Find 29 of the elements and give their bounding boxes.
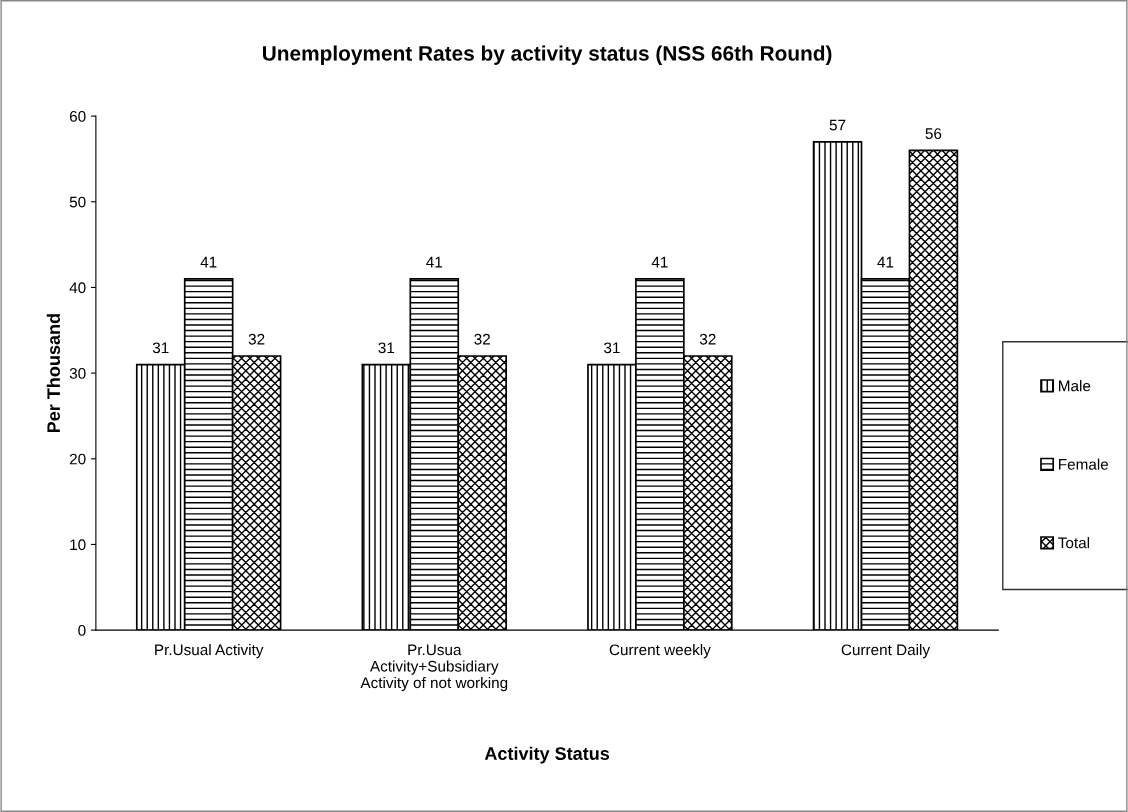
data-label: 32 [248, 333, 265, 345]
data-label: 31 [152, 342, 169, 354]
data-label: 31 [378, 342, 395, 354]
y-tick-label: 40 [69, 282, 86, 294]
y-tick-label: 30 [69, 367, 86, 379]
data-label: 56 [925, 128, 942, 140]
y-tick-label: 60 [69, 110, 86, 122]
x-axis-title: Activity Status [484, 746, 610, 764]
x-tick-label: Pr.Usual Activity [155, 644, 264, 659]
y-tick-label: 20 [69, 453, 86, 465]
data-label: 31 [604, 342, 620, 354]
y-tick-label: 10 [70, 539, 86, 551]
data-label: 41 [426, 256, 443, 268]
y-tick-label: 50 [69, 196, 86, 208]
x-tick-label: Current weekly [609, 644, 711, 659]
x-tick-label: Pr.Usua Activity+Subsidiary Activity of not working [360, 644, 508, 692]
chart-title: Unemployment Rates by activity status (NSS 66th Round) [262, 45, 832, 65]
legend-label: Female [1059, 458, 1109, 470]
x-tick-label: Current Daily [841, 644, 931, 659]
data-label: 41 [200, 256, 217, 268]
legend-label: Male [1059, 380, 1091, 392]
data-label: 32 [474, 333, 490, 345]
data-label: 57 [829, 119, 846, 131]
y-tick-label: 0 [78, 624, 86, 636]
data-label: 41 [651, 256, 668, 268]
data-label: 41 [877, 256, 894, 268]
y-axis-title: Per Thousand [46, 314, 61, 433]
data-label: 32 [699, 333, 716, 345]
legend-label: Total [1058, 537, 1090, 549]
